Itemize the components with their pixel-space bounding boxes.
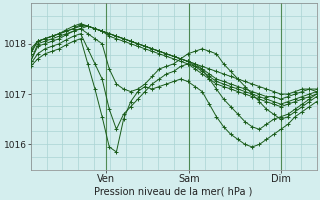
X-axis label: Pression niveau de la mer( hPa ): Pression niveau de la mer( hPa ): [94, 187, 253, 197]
